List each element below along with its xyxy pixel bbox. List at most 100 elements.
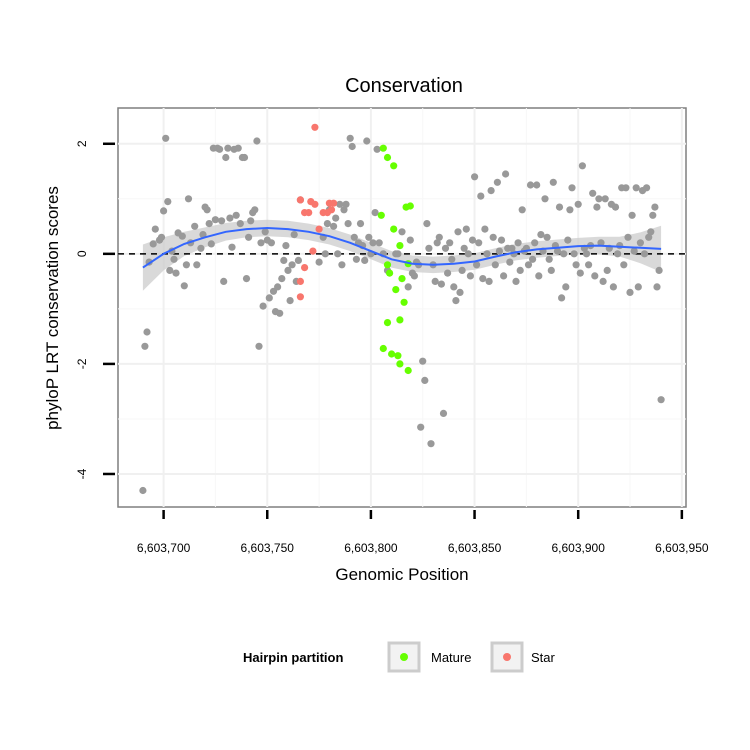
point-other [276,309,284,317]
point-mature [404,366,412,375]
point-other [582,250,591,258]
point-other [541,195,549,203]
point-other [512,277,520,285]
point-other [315,258,323,266]
plot-area [117,107,687,508]
point-other [157,233,166,241]
point-mature [396,316,404,324]
point-other [640,250,649,258]
point-other [375,239,383,247]
point-other [489,233,497,241]
point-other [622,184,630,192]
point-other [570,250,578,258]
point-other [288,261,296,269]
x-tick-label: 6,603,750 [241,541,295,555]
point-other [491,261,499,269]
legend-title: Hairpin partition [243,650,343,665]
plot-panel [117,107,687,508]
point-other [437,280,445,288]
point-other [433,239,441,247]
point-other [222,153,230,162]
point-other [560,250,568,258]
point-other [294,256,302,264]
x-tick-label: 6,603,950 [655,541,709,555]
point-other [149,240,157,248]
point-other [259,302,267,310]
point-other [456,288,464,296]
point-other [286,297,294,305]
point-star [309,247,317,255]
point-other [166,266,174,274]
point-other [647,228,655,236]
point-mature [390,162,398,170]
point-other [475,239,483,247]
point-other [591,272,599,280]
point-other [280,256,288,264]
point-other [242,275,251,283]
point-other [593,203,601,211]
point-other [471,173,479,181]
point-other [578,162,587,170]
point-other [346,134,354,142]
point-other [468,236,477,244]
point-other [234,144,242,152]
point-other [371,209,379,217]
point-other [460,244,468,252]
point-other [624,233,632,241]
point-other [576,269,584,277]
point-other [431,277,439,285]
point-other [547,266,555,274]
point-other [352,255,360,263]
point-star [296,293,304,301]
point-other [363,137,371,145]
point-other [365,233,373,241]
point-other [562,283,570,291]
point-other [216,145,224,153]
point-mature [383,261,392,269]
point-other [495,247,503,255]
point-other [531,239,539,247]
point-other [162,134,170,142]
y-tick-label: -2 [75,358,89,369]
point-other [441,244,450,252]
point-other [508,244,516,252]
point-other [336,200,344,208]
point-other [483,250,491,258]
point-other [516,266,524,274]
point-other [224,144,232,152]
point-mature [396,242,404,250]
point-star [296,196,304,204]
point-other [330,222,338,230]
point-other [553,247,562,255]
point-mature [406,202,414,210]
point-other [340,206,348,214]
point-other [172,269,180,277]
point-other [274,283,282,291]
point-other [220,277,228,285]
point-star [330,199,338,207]
point-other [334,250,342,258]
point-mature [394,352,402,360]
point-other [653,283,661,291]
point-other [373,145,381,153]
point-other [448,255,456,263]
point-other [473,261,481,269]
point-other [253,137,261,145]
point-other [290,231,298,239]
point-other [394,250,402,258]
point-other [205,220,213,228]
point-other [182,261,190,269]
point-mature [386,269,394,277]
point-other [529,255,537,263]
point-other [251,206,259,214]
point-other [356,220,365,228]
y-tick-label: -4 [75,468,89,479]
point-other [574,200,582,208]
point-other [232,211,240,219]
point-other [543,233,551,241]
point-other [524,261,533,269]
point-other [506,258,514,266]
point-other [265,294,273,302]
point-other [595,195,603,203]
